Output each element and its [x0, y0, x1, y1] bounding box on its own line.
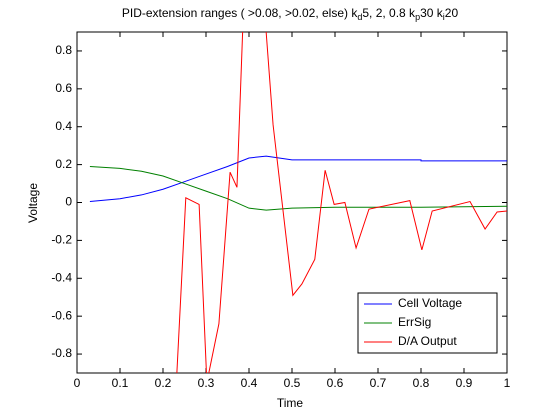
title-part: d: [357, 12, 362, 22]
chart-title: PID-extension ranges ( >0.08, >0.02, els…: [122, 6, 459, 22]
x-tick-label: 0.1: [112, 376, 129, 390]
x-tick-label: 0: [74, 376, 81, 390]
x-tick-label: 0.6: [327, 376, 344, 390]
y-tick-label: 0.4: [55, 119, 72, 133]
y-tick-label: 0.6: [55, 81, 72, 95]
y-tick-label: 0.8: [55, 43, 72, 57]
x-tick-label: 0.5: [284, 376, 301, 390]
y-tick-label: 0: [65, 195, 72, 209]
x-axis-label: Time: [277, 396, 304, 410]
legend-label: D/A Output: [398, 334, 457, 348]
title-part: 5, 2, 0.8 k: [362, 6, 416, 20]
y-tick-label: -0.4: [51, 270, 72, 284]
series-line: [89, 166, 507, 211]
y-tick-label: -0.2: [51, 233, 72, 247]
title-part: p: [415, 12, 420, 22]
legend-label: ErrSig: [398, 315, 431, 329]
title-part: 20: [445, 6, 459, 20]
y-tick-label: -0.8: [51, 346, 72, 360]
x-tick-label: 0.9: [456, 376, 473, 390]
y-tick-label: 0.2: [55, 157, 72, 171]
title-part: i: [443, 12, 445, 22]
x-tick-label: 1: [504, 376, 511, 390]
y-tick-label: -0.6: [51, 308, 72, 322]
title-part: 30 k: [420, 6, 444, 20]
x-tick-label: 0.8: [413, 376, 430, 390]
title-part: PID-extension ranges ( >0.08, >0.02, els…: [122, 6, 358, 20]
x-tick-label: 0.7: [370, 376, 387, 390]
x-tick-label: 0.2: [155, 376, 172, 390]
y-axis-label: Voltage: [26, 183, 40, 223]
legend-label: Cell Voltage: [398, 296, 462, 310]
x-tick-label: 0.3: [198, 376, 215, 390]
x-tick-label: 0.4: [241, 376, 258, 390]
series-line: [176, 32, 507, 373]
